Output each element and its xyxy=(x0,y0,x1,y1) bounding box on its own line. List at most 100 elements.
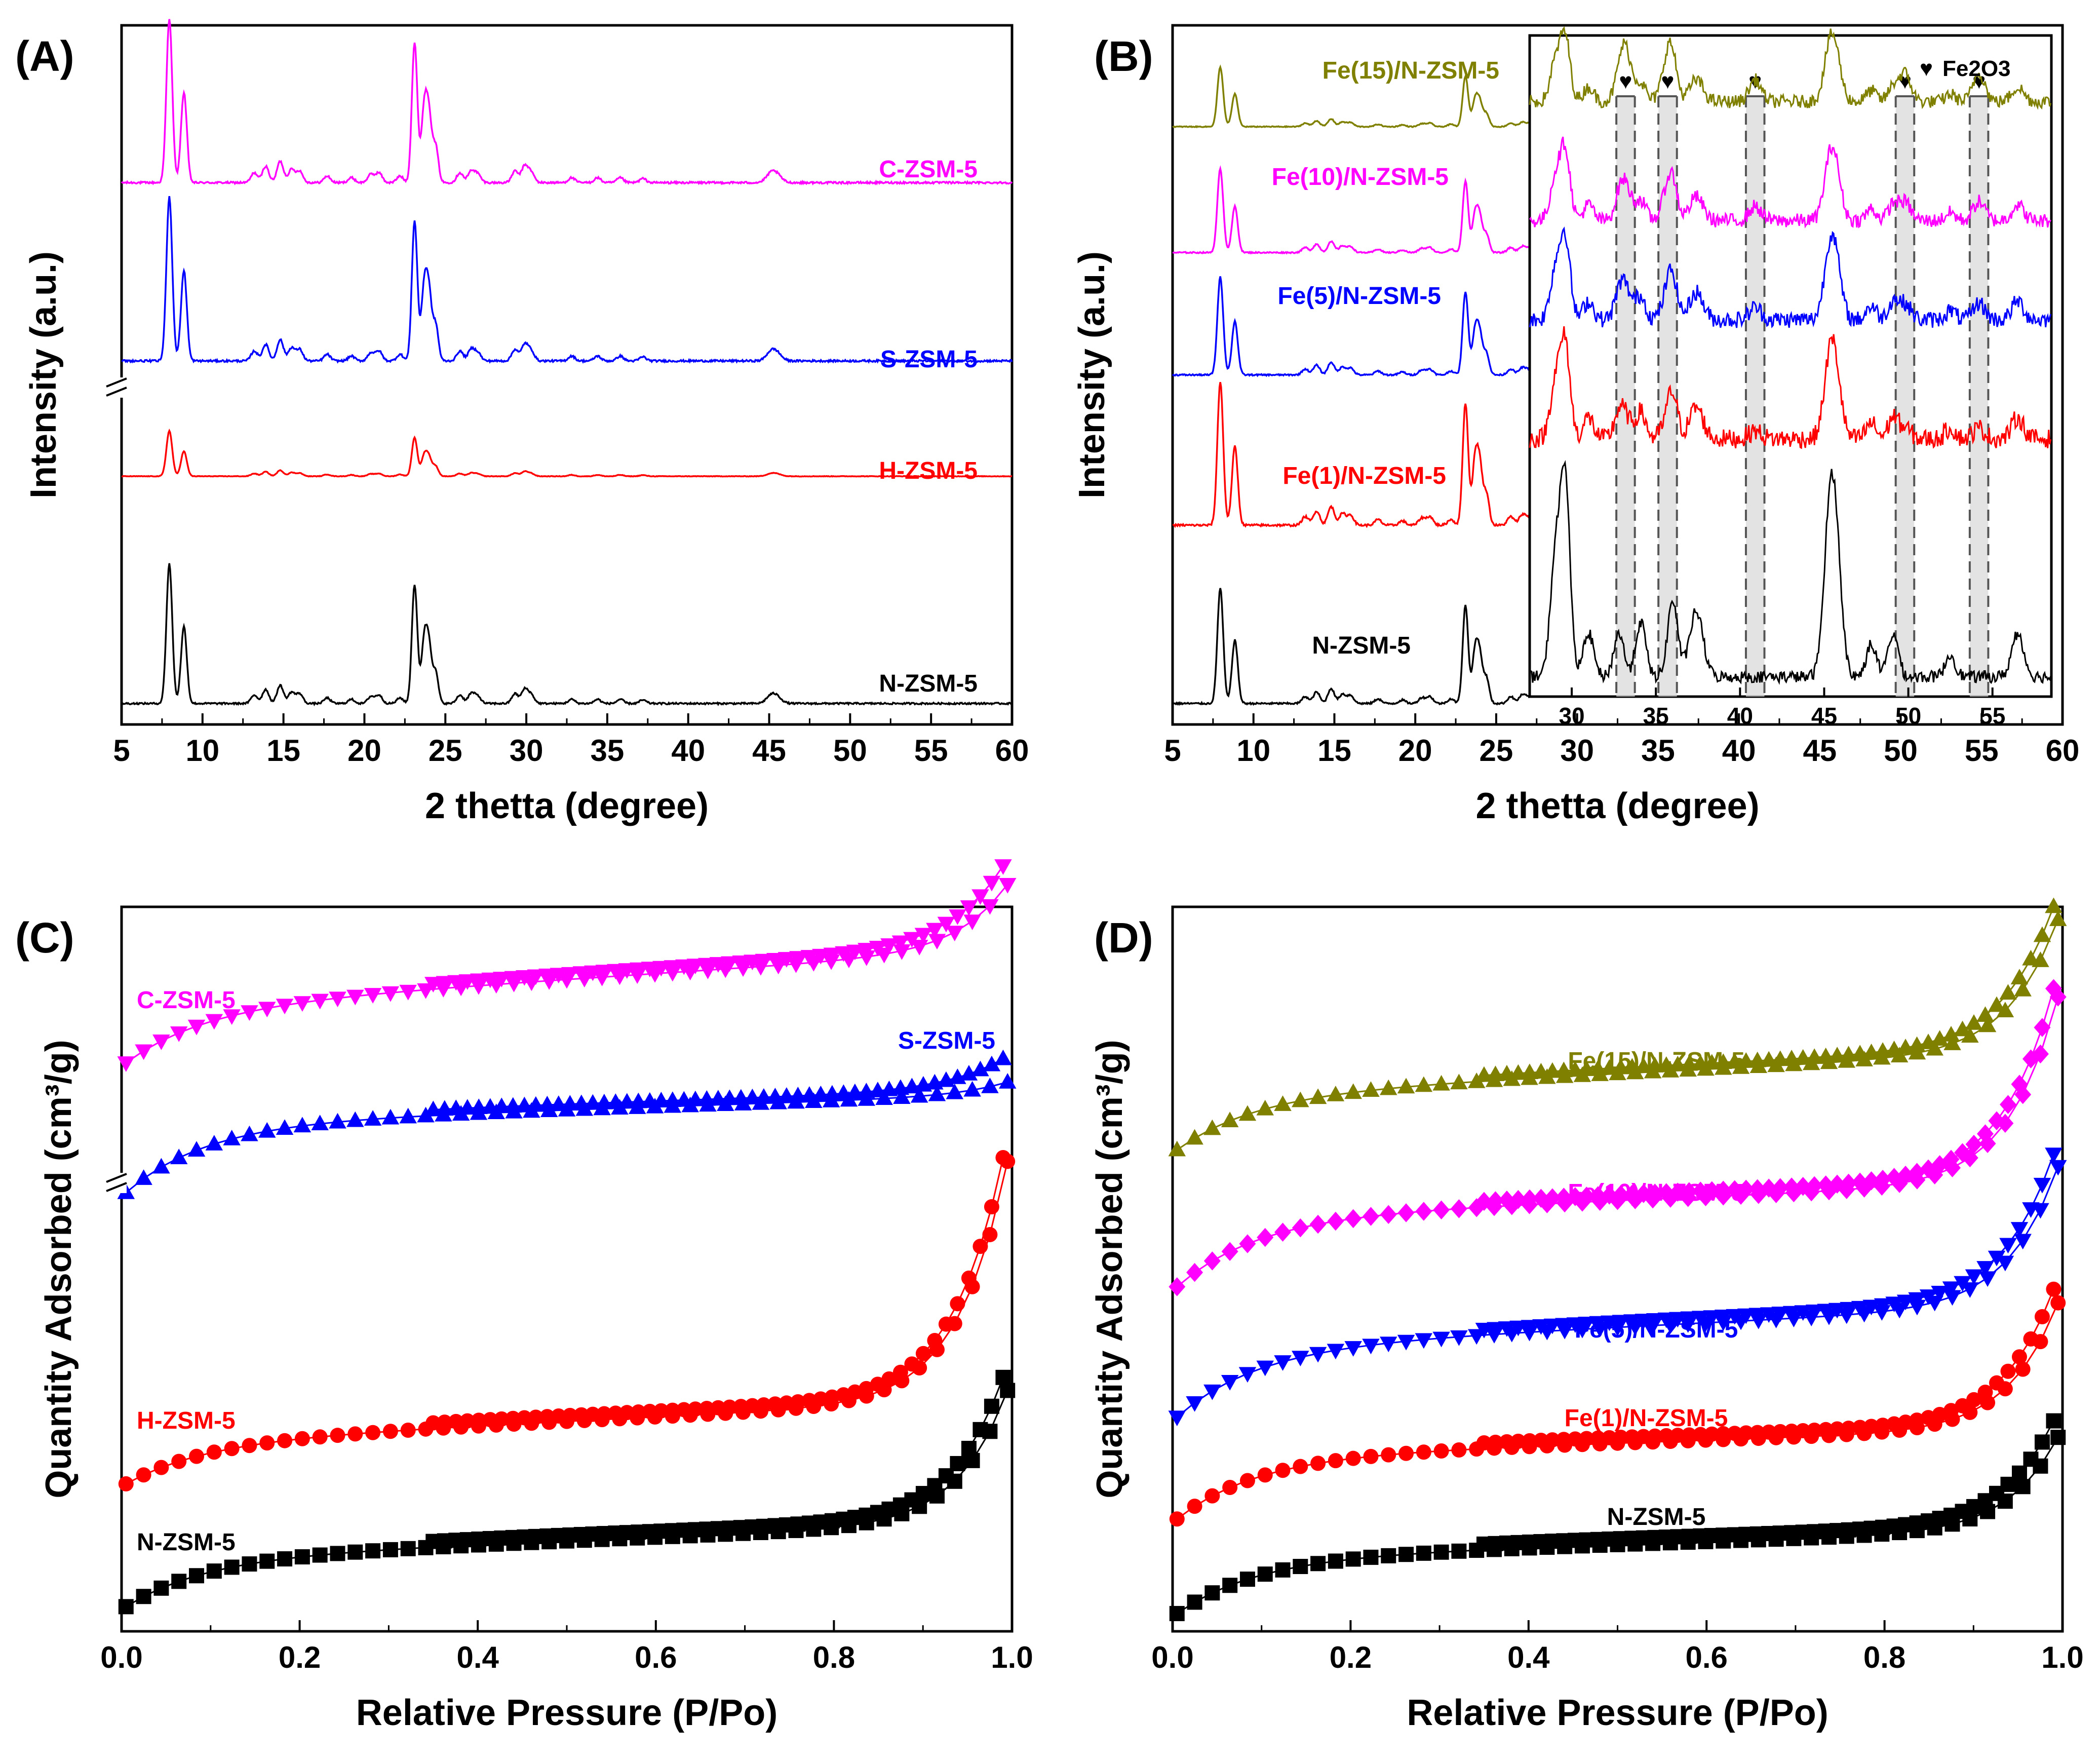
data-point xyxy=(224,1559,240,1575)
data-point xyxy=(135,1169,152,1185)
data-point xyxy=(1292,1218,1309,1238)
data-point xyxy=(1976,1006,1994,1022)
data-point xyxy=(494,1411,510,1427)
data-point xyxy=(152,1158,170,1174)
fe2o3-band xyxy=(1969,96,1989,697)
data-point xyxy=(836,1387,851,1403)
data-point xyxy=(1965,1269,1983,1285)
series-label: N-ZSM-5 xyxy=(1607,1504,1706,1531)
data-point xyxy=(539,1409,555,1425)
data-point xyxy=(206,1444,222,1460)
data-point xyxy=(709,957,727,973)
data-point xyxy=(1292,1351,1309,1366)
data-point xyxy=(584,965,602,981)
series-line-S-ZSM-5 xyxy=(121,196,1013,364)
data-point xyxy=(223,1009,241,1025)
data-point xyxy=(585,1406,601,1422)
data-point xyxy=(1381,1447,1396,1463)
data-point xyxy=(1556,1432,1572,1447)
series-label: S-ZSM-5 xyxy=(898,1027,995,1054)
data-point xyxy=(1310,1456,1326,1471)
data-point xyxy=(1186,1129,1203,1145)
data-point xyxy=(981,1078,999,1093)
data-point xyxy=(1703,1181,1721,1200)
panel-3: (C) 0.0 0.2 0.4 0.6 0.8 1.0 Relative Pressure (… xyxy=(15,859,1033,1733)
data-point xyxy=(1954,1020,1971,1037)
data-point xyxy=(1601,1315,1618,1331)
x-tick-label: 45 xyxy=(752,734,786,768)
data-point xyxy=(482,1412,498,1428)
series-label: H-ZSM-5 xyxy=(137,1407,236,1434)
data-point xyxy=(561,967,579,983)
legend-fe2o3: Fe2O3 xyxy=(1942,56,2011,81)
series-label: Fe(10)/N-ZSM-5 xyxy=(1272,164,1449,190)
data-point xyxy=(1589,1186,1607,1205)
data-point xyxy=(618,1093,636,1109)
data-point xyxy=(1909,1163,1926,1182)
data-point xyxy=(937,916,955,933)
data-point xyxy=(550,1095,568,1111)
inset: ♥ ♥ ♥ ♥ ♥30 35 40 45 50 55♥ Fe2O3 xyxy=(1528,26,2053,729)
data-point xyxy=(1555,1188,1572,1207)
data-point xyxy=(1737,1052,1755,1068)
data-point xyxy=(744,954,761,971)
data-point xyxy=(1000,1383,1016,1398)
data-point xyxy=(1467,1329,1486,1345)
data-point xyxy=(1623,1184,1641,1204)
data-point xyxy=(584,1094,602,1110)
data-point xyxy=(1397,1334,1415,1351)
data-point xyxy=(664,1091,682,1107)
data-point xyxy=(1851,1172,1869,1192)
data-point xyxy=(1327,1344,1345,1360)
data-point xyxy=(1738,1425,1754,1441)
data-point xyxy=(1748,1308,1766,1324)
data-point xyxy=(1692,1054,1709,1070)
data-point xyxy=(823,947,841,964)
data-point xyxy=(1498,1321,1516,1337)
data-point xyxy=(1897,1165,1914,1185)
data-point xyxy=(2022,1202,2040,1218)
data-point xyxy=(1239,1234,1256,1253)
data-point xyxy=(2034,1309,2050,1325)
data-point xyxy=(1795,1423,1811,1438)
x-tick-label: 0.6 xyxy=(635,1640,677,1674)
data-point xyxy=(1381,1548,1396,1563)
data-point xyxy=(631,1404,646,1420)
data-point xyxy=(892,1364,908,1380)
data-point xyxy=(961,1270,977,1286)
data-point xyxy=(1612,1185,1629,1204)
data-point xyxy=(448,1413,464,1429)
data-point xyxy=(766,1087,784,1103)
data-point xyxy=(516,970,533,986)
data-point xyxy=(241,1005,258,1021)
series-line-Fe(10)/N-ZSM-5 xyxy=(1172,165,1530,255)
data-point xyxy=(755,1088,773,1104)
data-point xyxy=(346,1111,364,1127)
data-point xyxy=(800,950,819,966)
data-point xyxy=(1908,1292,1926,1308)
data-point xyxy=(675,959,693,975)
data-point xyxy=(2033,926,2051,942)
data-point xyxy=(400,1541,416,1556)
data-point xyxy=(1996,1002,2014,1017)
data-point xyxy=(170,1026,188,1042)
data-point xyxy=(998,1073,1017,1089)
data-point xyxy=(1451,1442,1467,1458)
data-point xyxy=(276,999,294,1015)
data-point xyxy=(981,899,999,915)
data-point xyxy=(1532,1189,1549,1208)
plot-frame xyxy=(120,24,1014,726)
data-point xyxy=(721,956,738,972)
data-point xyxy=(1328,1553,1343,1569)
data-point xyxy=(2046,1413,2062,1429)
inset-series-line-Fe(5)/N-ZSM-5 xyxy=(1529,226,2052,329)
series-line-N-ZSM-5 xyxy=(121,563,1013,707)
series-label: N-ZSM-5 xyxy=(137,1529,236,1556)
data-point xyxy=(1886,1168,1903,1187)
data-point xyxy=(189,1568,205,1584)
data-point xyxy=(259,1435,275,1451)
desorption-line-Fe(10)/N-ZSM-5 xyxy=(1484,988,2054,1202)
data-point xyxy=(470,1098,488,1115)
data-point xyxy=(1693,1427,1708,1442)
data-point xyxy=(1794,1049,1812,1065)
